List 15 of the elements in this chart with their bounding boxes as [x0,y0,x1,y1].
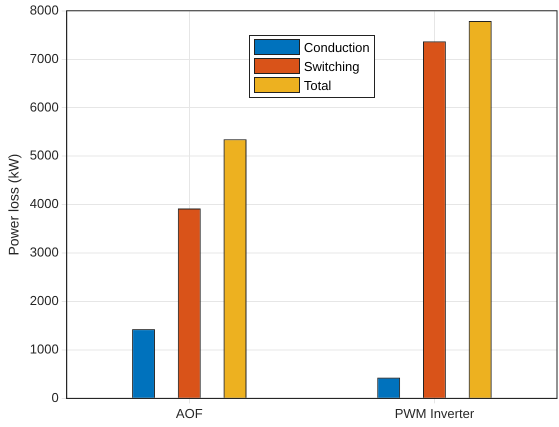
y-tick-label: 1000 [30,342,59,357]
y-tick-label: 5000 [30,148,59,163]
y-tick-label: 3000 [30,244,59,260]
x-tick-label: AOF [176,406,203,421]
y-tick-label: 2000 [30,293,59,308]
y-tick-label: 0 [51,390,59,405]
y-tick-label: 4000 [30,196,59,212]
legend-label: Total [304,78,332,93]
y-tick-label: 6000 [30,99,59,114]
y-tick-label: 7000 [30,50,59,66]
legend-label: Switching [304,58,360,74]
y-tick-label: 8000 [30,2,59,18]
x-tick-label: PWM Inverter [394,406,475,421]
legend-label: Conduction [304,40,370,55]
y-axis-title: Power loss (kW) [5,154,22,256]
